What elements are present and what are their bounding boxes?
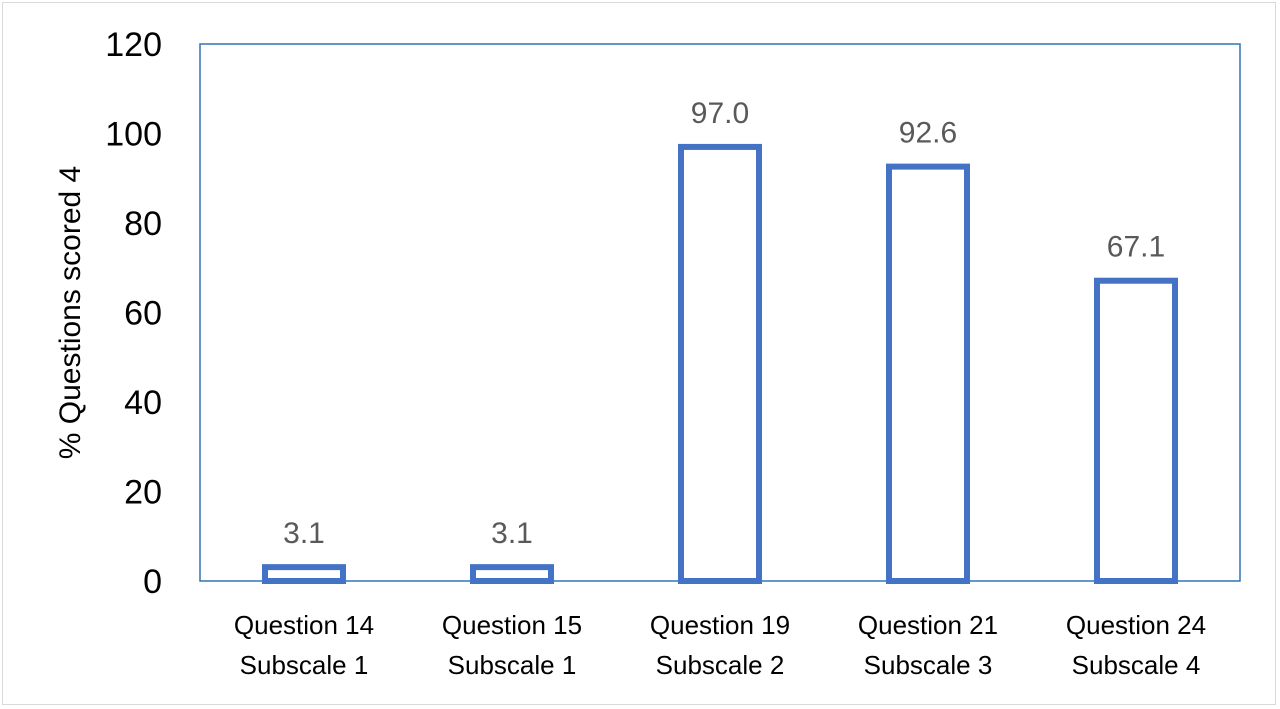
y-tick-label: 40	[124, 384, 162, 422]
bar	[1094, 277, 1178, 584]
data-label: 3.1	[283, 517, 325, 550]
data-label: 3.1	[491, 517, 533, 550]
y-tick-label: 120	[105, 26, 162, 64]
bar	[470, 564, 554, 585]
bar	[886, 163, 970, 585]
category-label: Question 14	[234, 610, 374, 640]
category-label: Subscale 2	[656, 650, 785, 680]
category-labels: Question 14 Subscale 1 Question 15 Subscale…	[234, 610, 1206, 680]
category-label: Question 24	[1066, 610, 1206, 640]
category-label: Subscale 1	[240, 650, 369, 680]
data-labels: 3.1 3.1 97.0 92.6 67.1	[283, 97, 1165, 550]
bar	[262, 564, 346, 585]
category-label: Question 21	[858, 610, 998, 640]
y-axis-ticks: 0 20 40 60 80 100 120	[105, 26, 162, 601]
y-axis-title: % Questions scored 4	[54, 166, 87, 459]
y-tick-label: 80	[124, 205, 162, 243]
y-tick-label: 60	[124, 295, 162, 333]
category-label: Question 15	[442, 610, 582, 640]
data-label: 97.0	[691, 97, 749, 130]
y-tick-label: 0	[143, 563, 162, 601]
y-tick-label: 20	[124, 474, 162, 512]
category-label: Subscale 3	[864, 650, 993, 680]
bar	[678, 143, 762, 585]
category-label: Subscale 4	[1072, 650, 1201, 680]
data-label: 67.1	[1107, 231, 1165, 264]
category-label: Question 19	[650, 610, 790, 640]
y-tick-label: 100	[105, 116, 162, 154]
bars	[262, 143, 1178, 585]
data-label: 92.6	[899, 117, 957, 150]
category-label: Subscale 1	[448, 650, 577, 680]
